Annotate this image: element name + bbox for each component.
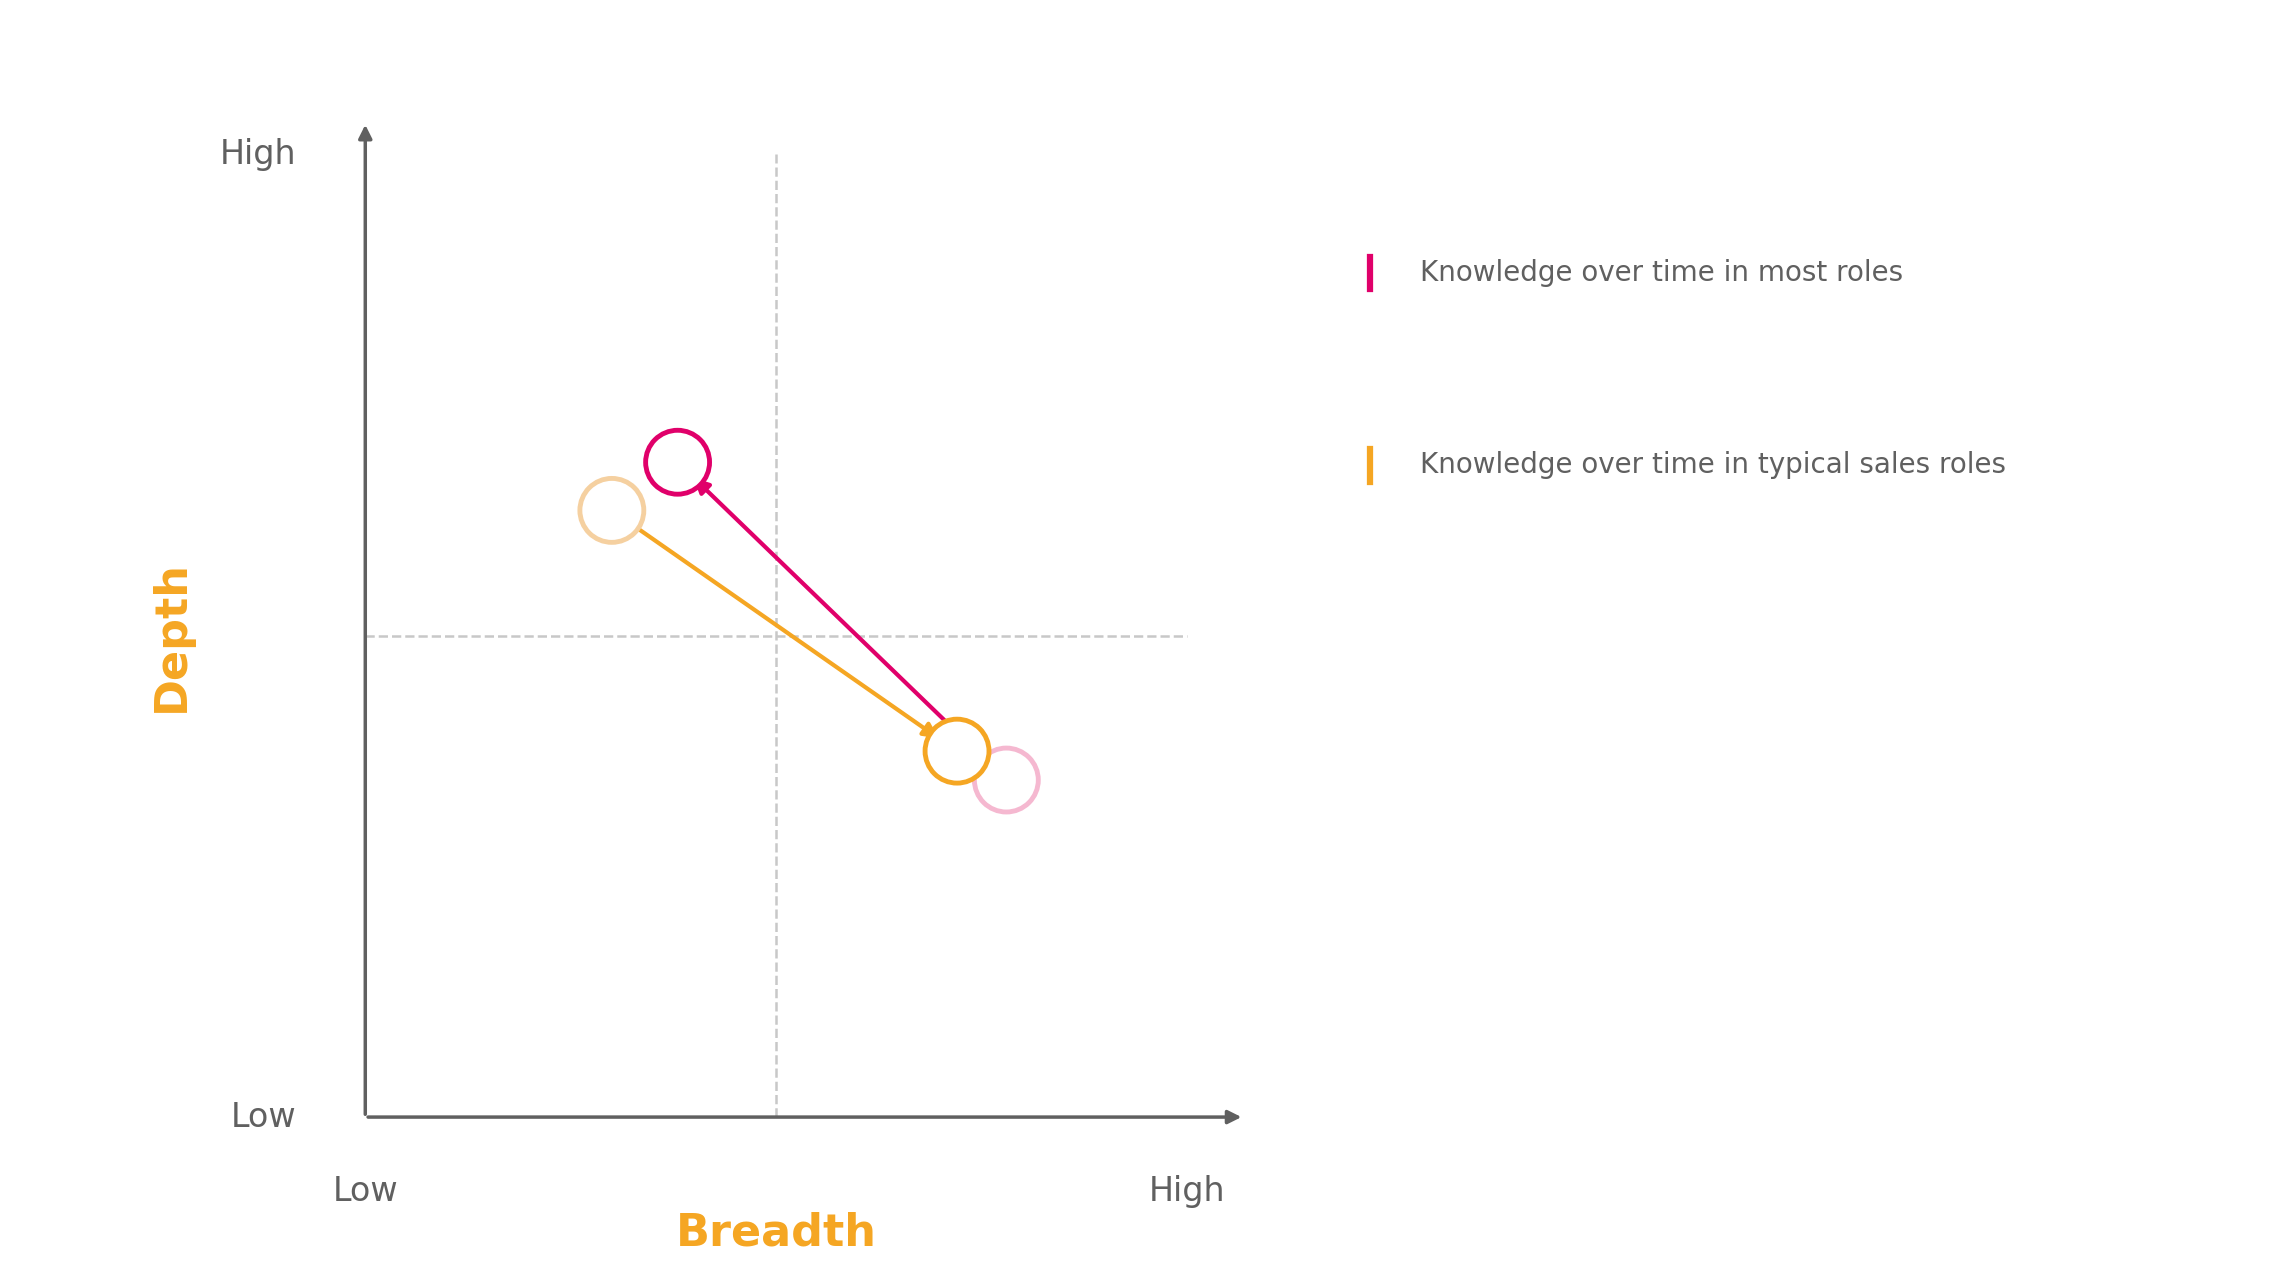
Text: Knowledge over time in typical sales roles: Knowledge over time in typical sales rol… (1420, 452, 2007, 479)
Text: Low: Low (333, 1175, 397, 1208)
Text: High: High (1148, 1175, 1226, 1208)
Text: Depth: Depth (151, 560, 192, 711)
Text: Low: Low (231, 1100, 297, 1134)
Text: High: High (219, 137, 297, 171)
Text: Knowledge over time in most roles: Knowledge over time in most roles (1420, 259, 1904, 286)
Text: Breadth: Breadth (676, 1211, 877, 1254)
